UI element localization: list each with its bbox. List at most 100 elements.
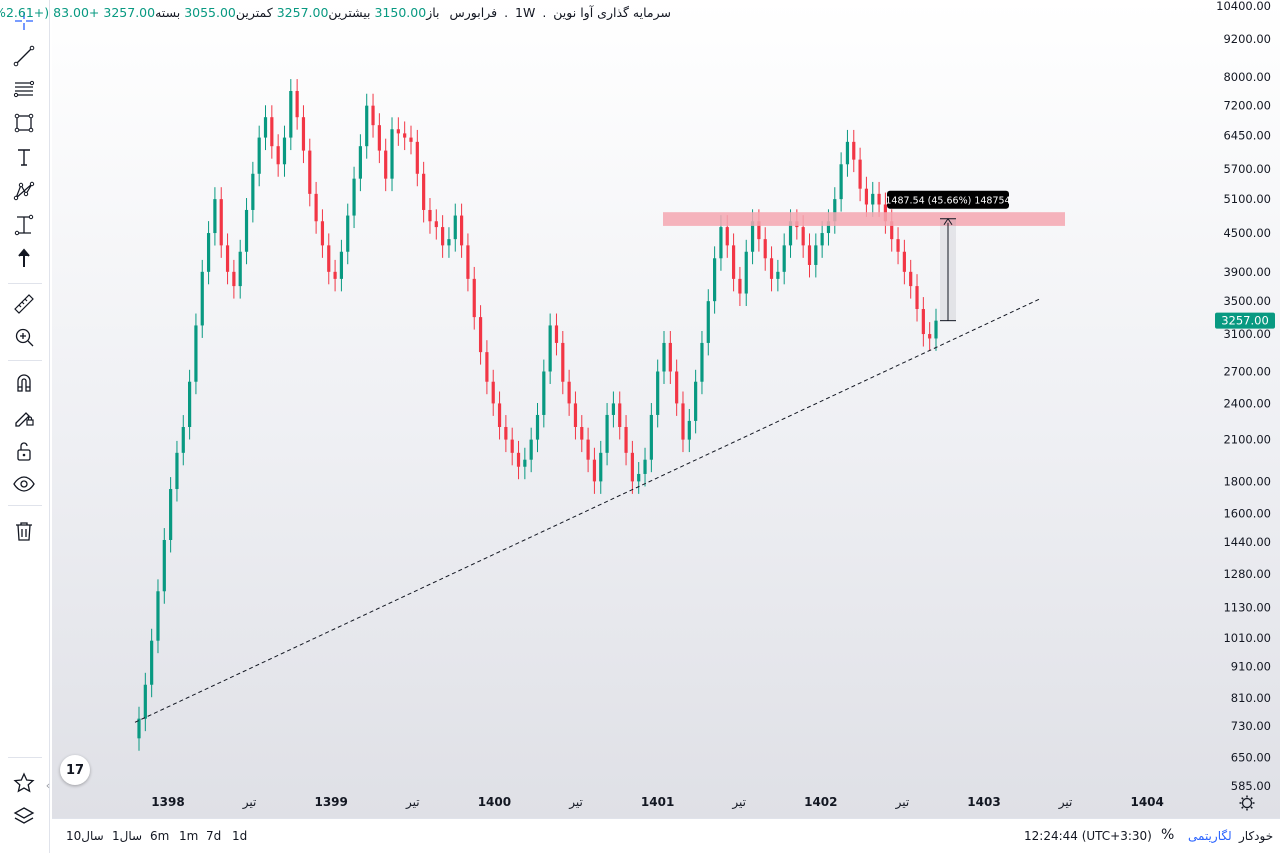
- candle-body[interactable]: [295, 91, 299, 118]
- candle-body[interactable]: [257, 137, 261, 174]
- layers-icon[interactable]: [9, 802, 39, 832]
- candle-body[interactable]: [871, 193, 875, 205]
- candle-body[interactable]: [434, 221, 438, 228]
- pattern-icon[interactable]: [9, 176, 39, 206]
- candle-body[interactable]: [788, 221, 793, 246]
- candle-body[interactable]: [491, 381, 495, 404]
- candle-body[interactable]: [497, 403, 502, 427]
- candle-body[interactable]: [554, 325, 559, 343]
- candle-body[interactable]: [396, 129, 400, 134]
- unlock-icon[interactable]: [9, 436, 39, 466]
- candle-body[interactable]: [523, 459, 527, 467]
- candle-body[interactable]: [175, 452, 179, 490]
- candle-body[interactable]: [251, 173, 255, 210]
- eye-icon[interactable]: [9, 469, 39, 499]
- candle-body[interactable]: [820, 233, 824, 246]
- candle-body[interactable]: [428, 209, 432, 222]
- candle-body[interactable]: [624, 426, 628, 453]
- candle-body[interactable]: [206, 233, 211, 272]
- candle-body[interactable]: [478, 317, 483, 353]
- candle-body[interactable]: [276, 146, 280, 165]
- candle-body[interactable]: [371, 105, 375, 126]
- candle-body[interactable]: [270, 117, 274, 147]
- candle-body[interactable]: [915, 286, 919, 310]
- range-1d[interactable]: 1d: [232, 829, 248, 843]
- candle-body[interactable]: [320, 221, 325, 246]
- candle-body[interactable]: [909, 271, 913, 287]
- candle-body[interactable]: [238, 251, 242, 287]
- candle-body[interactable]: [352, 178, 356, 216]
- candle-body[interactable]: [782, 245, 786, 272]
- candle-body[interactable]: [668, 342, 672, 372]
- candle-body[interactable]: [713, 258, 717, 302]
- percent-toggle[interactable]: %: [1161, 827, 1175, 843]
- candle-body[interactable]: [890, 221, 894, 240]
- candle-body[interactable]: [599, 452, 603, 482]
- candle-body[interactable]: [447, 239, 451, 246]
- candle-body[interactable]: [453, 215, 457, 240]
- candle-body[interactable]: [586, 439, 590, 460]
- candle-body[interactable]: [605, 414, 609, 453]
- candle-body[interactable]: [529, 439, 533, 460]
- candle-body[interactable]: [333, 271, 337, 279]
- candle-body[interactable]: [466, 245, 470, 279]
- candle-body[interactable]: [282, 137, 287, 165]
- text-icon[interactable]: [9, 142, 39, 172]
- ruler-icon[interactable]: [9, 289, 39, 319]
- candle-body[interactable]: [618, 403, 622, 427]
- candle-body[interactable]: [675, 371, 679, 404]
- candle-body[interactable]: [877, 193, 881, 205]
- log-scale-toggle[interactable]: لگاریتمی: [1188, 829, 1232, 843]
- prediction-icon[interactable]: [9, 210, 39, 240]
- candle-body[interactable]: [592, 459, 597, 482]
- candle-body[interactable]: [719, 227, 723, 259]
- candle-body[interactable]: [839, 164, 843, 200]
- candle-body[interactable]: [225, 245, 230, 272]
- auto-scale-toggle[interactable]: خودکار: [1239, 829, 1274, 843]
- candle-body[interactable]: [757, 221, 761, 240]
- candle-body[interactable]: [750, 221, 755, 252]
- candle-body[interactable]: [681, 403, 685, 440]
- candle-body[interactable]: [902, 251, 906, 272]
- candle-body[interactable]: [150, 640, 154, 685]
- candle-body[interactable]: [731, 245, 736, 279]
- chart-pane[interactable]: 1487.54 (45.66%) 148754 10400.00 9200.00 80…: [0, 0, 1280, 818]
- candle-body[interactable]: [694, 381, 698, 421]
- candle-body[interactable]: [232, 271, 236, 287]
- candle-body[interactable]: [573, 403, 578, 427]
- candle-body[interactable]: [441, 227, 445, 246]
- candle-body[interactable]: [485, 352, 489, 382]
- candle-body[interactable]: [390, 129, 394, 179]
- candle-body[interactable]: [339, 251, 344, 279]
- magnet-icon[interactable]: [9, 368, 39, 398]
- trend-line[interactable]: [134, 298, 1041, 723]
- candle-body[interactable]: [896, 239, 900, 252]
- rectangle-icon[interactable]: [9, 108, 39, 138]
- candle-body[interactable]: [662, 342, 666, 372]
- chart-canvas[interactable]: 1487.54 (45.66%) 148754 10400.00 9200.00 80…: [52, 0, 1280, 818]
- candle-body[interactable]: [833, 199, 837, 222]
- candle-body[interactable]: [504, 426, 508, 440]
- lock-drawing-icon[interactable]: [9, 402, 39, 432]
- candle-body[interactable]: [921, 309, 925, 335]
- range-10y[interactable]: 10سال: [66, 829, 104, 843]
- candle-body[interactable]: [801, 227, 805, 246]
- candle-body[interactable]: [472, 278, 476, 318]
- candle-body[interactable]: [561, 342, 565, 382]
- zoom-in-icon[interactable]: [9, 322, 39, 352]
- candle-body[interactable]: [637, 473, 641, 482]
- candle-body[interactable]: [934, 320, 938, 339]
- candle-body[interactable]: [137, 718, 141, 739]
- range-1y[interactable]: 1سال: [112, 829, 143, 843]
- trend-line-icon[interactable]: [9, 41, 39, 71]
- candle-body[interactable]: [314, 193, 318, 222]
- candle-body[interactable]: [542, 371, 546, 415]
- candle-body[interactable]: [162, 539, 166, 592]
- candle-body[interactable]: [213, 199, 217, 234]
- candle-body[interactable]: [415, 141, 419, 174]
- candle-body[interactable]: [649, 414, 653, 460]
- candle-body[interactable]: [143, 684, 147, 719]
- candle-body[interactable]: [630, 452, 634, 482]
- candle-body[interactable]: [535, 414, 540, 440]
- candle-body[interactable]: [346, 215, 350, 252]
